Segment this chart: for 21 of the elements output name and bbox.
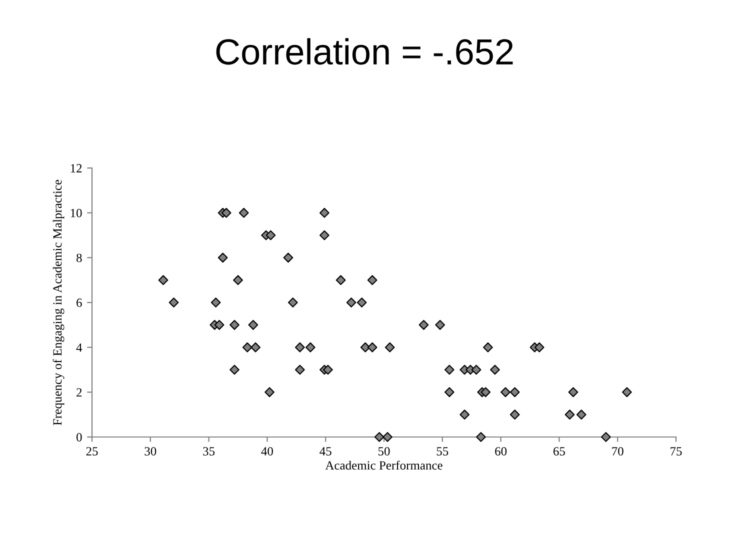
y-tick-label: 10 xyxy=(70,208,82,218)
x-tick-label: 55 xyxy=(436,447,448,456)
x-axis-title: Academic Performance xyxy=(325,460,442,470)
x-tick-label: 65 xyxy=(553,447,565,456)
x-tick-label: 35 xyxy=(203,447,215,456)
y-axis-title: Frequency of Engaging in Academic Malpractice xyxy=(52,180,64,426)
x-tick-label: 75 xyxy=(670,447,682,456)
x-tick-label: 45 xyxy=(320,447,332,456)
chart-title: Correlation = -.652 xyxy=(216,38,513,65)
y-tick-label: 4 xyxy=(76,343,82,352)
y-tick-label: 0 xyxy=(76,433,82,442)
x-tick-label: 25 xyxy=(86,447,98,456)
x-tick-label: 70 xyxy=(612,447,624,456)
x-tick-label: 30 xyxy=(144,447,156,456)
y-tick-label: 12 xyxy=(70,164,82,172)
x-tick-label: 40 xyxy=(261,447,273,456)
x-tick-label: 50 xyxy=(378,447,390,456)
x-tick-label: 60 xyxy=(495,447,507,456)
y-tick-label: 2 xyxy=(76,388,82,397)
y-tick-label: 6 xyxy=(76,298,82,307)
y-tick-label: 8 xyxy=(76,254,82,262)
